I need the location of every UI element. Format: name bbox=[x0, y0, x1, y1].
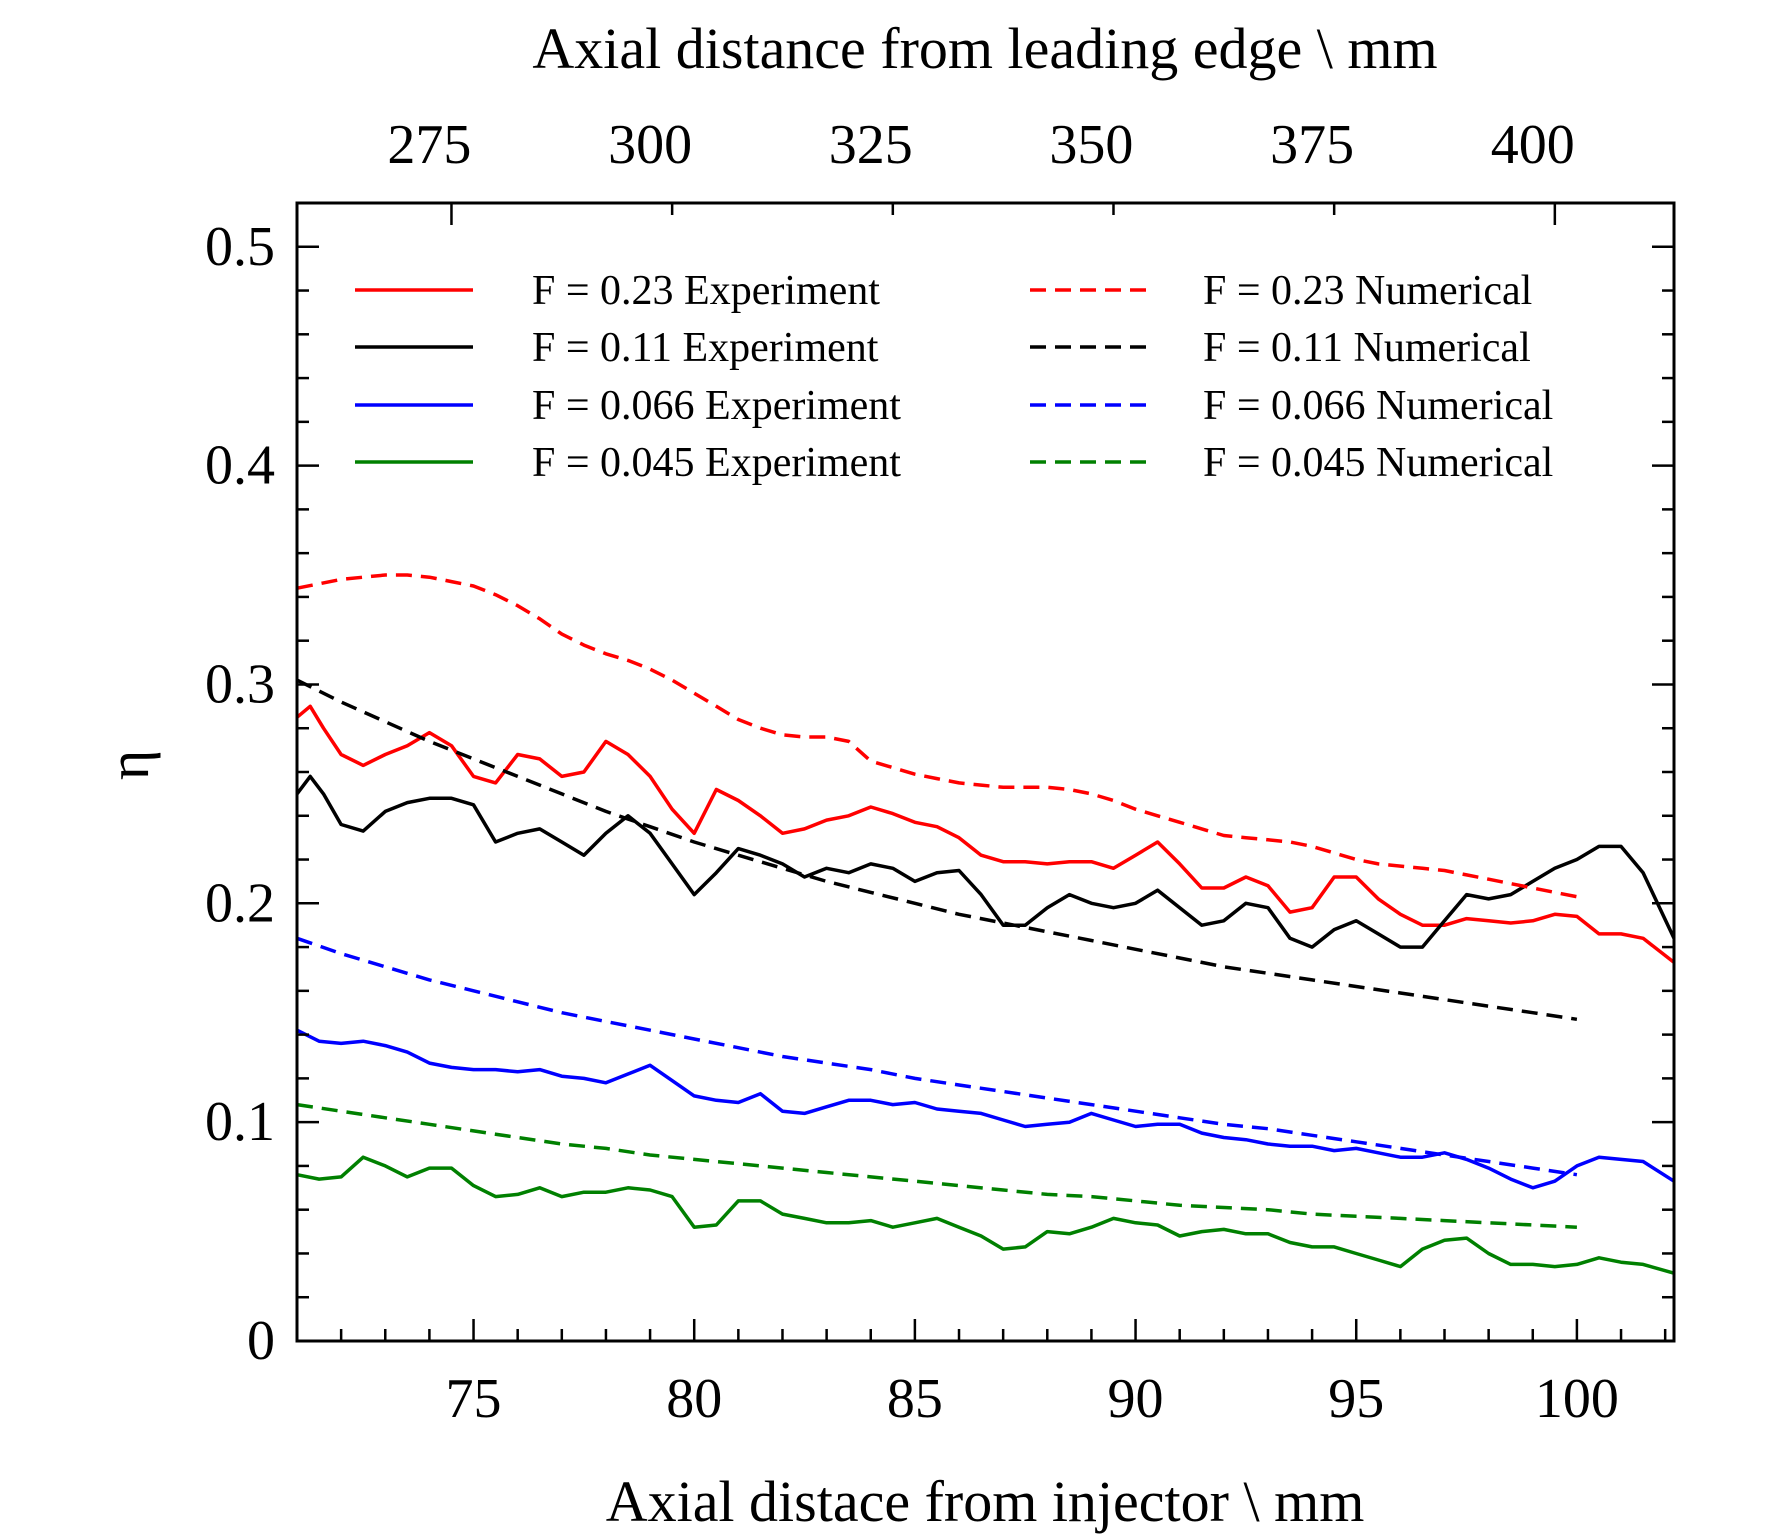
x-tick-label: 90 bbox=[1108, 1368, 1164, 1430]
x2-tick-label: 400 bbox=[1491, 114, 1575, 176]
y-tick-label: 0.1 bbox=[205, 1091, 275, 1153]
y-tick-label: 0.4 bbox=[205, 435, 275, 497]
x-axis-title: Axial distace from injector \ mm bbox=[606, 1469, 1365, 1534]
x2-axis-title: Axial distance from leading edge \ mm bbox=[532, 16, 1437, 81]
legend-label-2: F = 0.066 Experiment bbox=[532, 383, 901, 429]
legend-label-4: F = 0.23 Numerical bbox=[1203, 268, 1532, 314]
series-layer bbox=[295, 573, 1676, 1275]
legend-label-0: F = 0.23 Experiment bbox=[532, 268, 880, 314]
y-tick-label: 0 bbox=[247, 1310, 275, 1372]
series-line-6 bbox=[296, 936, 1578, 1177]
series-line-0 bbox=[295, 704, 1676, 964]
x-tick-label: 80 bbox=[666, 1368, 722, 1430]
series-line-1 bbox=[295, 774, 1676, 949]
tick-layer: 75 80 85 90 95 100 275 300 325 350 375 400 0 0.1 0.2 0.… bbox=[205, 114, 1674, 1430]
x-tick-label: 95 bbox=[1328, 1368, 1384, 1430]
legend-layer: F = 0.23 Experiment F = 0.11 Experiment F … bbox=[355, 268, 1553, 486]
y-tick-label: 0.5 bbox=[205, 216, 275, 278]
series-line-2 bbox=[296, 1028, 1675, 1190]
legend-label-1: F = 0.11 Experiment bbox=[532, 325, 879, 371]
legend-label-7: F = 0.045 Numerical bbox=[1203, 440, 1553, 486]
legend-label-5: F = 0.11 Numerical bbox=[1203, 325, 1531, 371]
x2-tick-label: 350 bbox=[1049, 114, 1133, 176]
x-tick-label: 85 bbox=[887, 1368, 943, 1430]
x2-tick-label: 275 bbox=[387, 114, 471, 176]
series-line-4 bbox=[296, 573, 1578, 899]
legend-label-6: F = 0.066 Numerical bbox=[1203, 383, 1553, 429]
x2-tick-label: 300 bbox=[608, 114, 692, 176]
x2-tick-label: 375 bbox=[1270, 114, 1354, 176]
x-tick-label: 75 bbox=[446, 1368, 502, 1430]
y-tick-label: 0.2 bbox=[205, 872, 275, 934]
y-tick-label: 0.3 bbox=[205, 653, 275, 715]
series-line-3 bbox=[296, 1155, 1675, 1275]
x-tick-label: 100 bbox=[1535, 1368, 1619, 1430]
y-axis-title: η bbox=[96, 750, 161, 780]
x2-tick-label: 325 bbox=[829, 114, 913, 176]
series-line-7 bbox=[296, 1102, 1577, 1229]
legend-label-3: F = 0.045 Experiment bbox=[532, 440, 901, 486]
series-line-5 bbox=[296, 678, 1578, 1022]
